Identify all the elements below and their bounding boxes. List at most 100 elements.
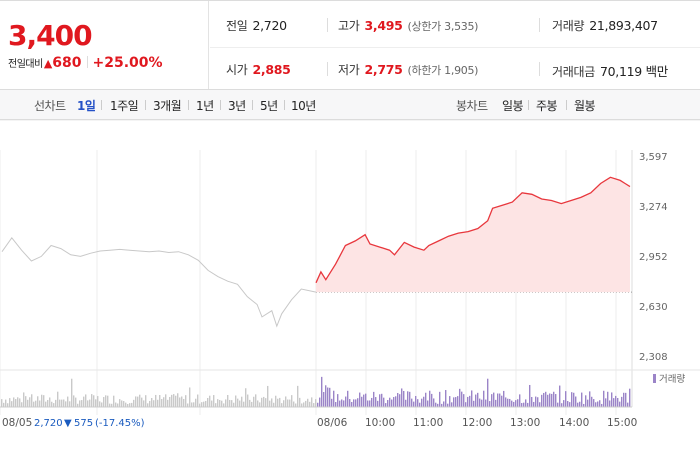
prev-day-line — [1, 236, 317, 328]
volume-bar — [451, 402, 453, 407]
volume-bar — [163, 397, 165, 407]
volume-bar — [267, 385, 269, 407]
volume-bar — [623, 392, 625, 407]
volume-bar — [473, 400, 475, 407]
volume-bar — [617, 397, 619, 407]
volume-bar — [585, 395, 587, 407]
volume-bar — [559, 385, 561, 407]
volume-bar — [465, 402, 467, 407]
price-chart[interactable]: 3,597 3,274 2,952 2,630 2,308 거래량 08/05 … — [0, 120, 700, 450]
volume-bar — [383, 397, 385, 407]
volume-bar — [107, 395, 109, 407]
volume-bar — [227, 394, 229, 407]
candle-chart-label: 봉차트 — [456, 99, 488, 113]
volume-bar — [313, 403, 315, 407]
volume-bar — [603, 390, 605, 407]
volume-bar — [147, 403, 149, 407]
volume-bar — [157, 399, 159, 407]
tab-1day[interactable]: 1일 — [77, 99, 96, 113]
volume-bar — [601, 403, 603, 407]
volume-bar — [369, 400, 371, 407]
volume-bar — [469, 395, 471, 407]
x-tick: 08/06 — [317, 417, 348, 429]
volume-bar — [437, 403, 439, 407]
tab-daily-candle[interactable]: 일봉 — [502, 99, 524, 113]
volume-bar — [607, 391, 609, 407]
stat-prev-close: 전일 2,720 — [226, 17, 287, 34]
volume-bar — [327, 387, 329, 407]
volume-bar — [71, 378, 73, 407]
tab-5year[interactable]: 5년 — [260, 99, 278, 113]
tab-monthly-candle[interactable]: 월봉 — [574, 99, 596, 113]
volume-bar — [159, 395, 161, 407]
volume-bar — [315, 399, 317, 407]
volume-bar — [59, 399, 61, 407]
volume-bar — [145, 395, 147, 407]
volume-bar — [113, 395, 115, 407]
divider — [101, 100, 102, 110]
volume-bar — [181, 396, 183, 407]
volume-bar — [115, 402, 117, 407]
tab-3month[interactable]: 3개월 — [153, 99, 182, 113]
volume-bar — [5, 399, 7, 407]
volume-legend-swatch — [653, 374, 656, 383]
tab-weekly-candle[interactable]: 주봉 — [536, 99, 558, 113]
volume-bar — [279, 397, 281, 407]
volume-bar — [255, 394, 257, 407]
volume-bar — [461, 391, 463, 407]
tab-1year[interactable]: 1년 — [196, 99, 214, 113]
volume-bar — [189, 387, 191, 407]
volume-bar — [35, 400, 37, 407]
volume-bar — [471, 390, 473, 407]
volume-bar — [53, 403, 55, 407]
volume-bar — [101, 402, 103, 407]
volume-bar — [33, 401, 35, 407]
stat-label: 거래대금 — [552, 65, 595, 79]
volume-bar — [129, 403, 131, 407]
volume-bar — [431, 393, 433, 407]
volume-bar — [1, 399, 3, 407]
volume-bar — [371, 397, 373, 407]
volume-bar — [257, 400, 259, 407]
stat-value: 2,885 — [252, 62, 291, 77]
volume-bar — [587, 399, 589, 407]
volume-bar — [325, 385, 327, 407]
volume-bar — [481, 399, 483, 407]
volume-bar — [421, 398, 423, 407]
volume-bar — [55, 399, 57, 407]
volume-bar — [363, 394, 365, 407]
volume-bar — [627, 402, 629, 407]
volume-bar — [317, 402, 319, 407]
tab-1week[interactable]: 1주일 — [110, 99, 139, 113]
y-tick: 2,308 — [639, 352, 668, 363]
volume-bar — [589, 391, 591, 407]
down-arrow-icon: ▼ — [64, 418, 72, 429]
volume-bar — [561, 403, 563, 407]
up-arrow-icon: ▲ — [43, 57, 53, 70]
tab-3year[interactable]: 3년 — [228, 99, 246, 113]
stat-value: 2,720 — [252, 18, 287, 33]
stat-label: 저가 — [338, 63, 360, 77]
tab-10year[interactable]: 10년 — [291, 99, 316, 113]
volume-bar — [311, 397, 313, 407]
volume-bar — [563, 400, 565, 407]
volume-bar — [3, 402, 5, 407]
volume-bar — [343, 400, 345, 407]
volume-bar — [567, 401, 569, 407]
volume-bar — [357, 398, 359, 407]
volume-bar — [77, 403, 79, 407]
volume-bar — [69, 401, 71, 407]
volume-bar — [507, 398, 509, 407]
volume-bar — [155, 394, 157, 407]
volume-bar — [175, 395, 177, 407]
volume-bar — [289, 399, 291, 407]
volume-bar — [231, 400, 233, 407]
volume-bar — [539, 402, 541, 407]
volume-bar — [105, 395, 107, 407]
volume-bar — [367, 400, 369, 407]
volume-bar — [151, 397, 153, 407]
volume-bar — [349, 399, 351, 407]
stat-label: 시가 — [226, 63, 248, 77]
volume-bar — [549, 393, 551, 407]
x-tick: 08/05 — [2, 417, 32, 429]
